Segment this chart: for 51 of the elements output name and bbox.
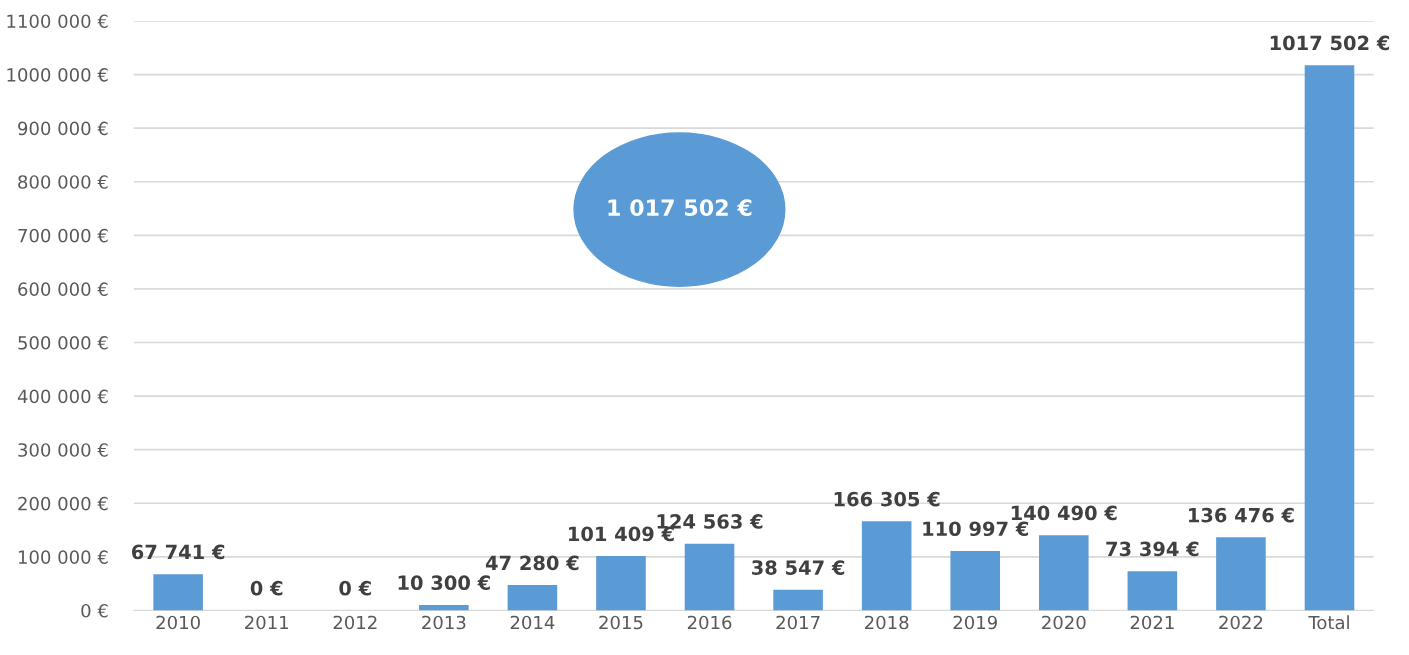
bar bbox=[861, 521, 912, 611]
bar bbox=[950, 550, 1001, 611]
bar bbox=[684, 543, 735, 611]
data-label: 140 490 € bbox=[1011, 505, 1117, 521]
bar bbox=[1304, 65, 1355, 611]
x-tick-label: 2017 bbox=[776, 615, 820, 630]
bar bbox=[1216, 537, 1266, 611]
bar bbox=[1127, 571, 1178, 611]
x-tick-label: 2013 bbox=[422, 615, 466, 630]
y-tick-label: 0 € bbox=[81, 603, 108, 618]
x-tick-label: 2015 bbox=[599, 615, 643, 630]
x-tick-label: 2010 bbox=[156, 615, 200, 630]
y-tick-label: 500 000 € bbox=[18, 335, 108, 350]
x-tick-label: 2022 bbox=[1219, 615, 1263, 630]
x-tick-label: 2021 bbox=[1130, 615, 1174, 630]
bar bbox=[153, 574, 203, 611]
x-tick-label: 2014 bbox=[510, 615, 555, 630]
data-label: 10 300 € bbox=[398, 575, 490, 591]
x-tick-label: 2018 bbox=[865, 615, 909, 630]
data-label: 47 280 € bbox=[485, 555, 579, 571]
y-tick-label: 100 000 € bbox=[18, 550, 108, 564]
x-tick-label: 2016 bbox=[687, 615, 732, 630]
y-tick-label: 300 000 € bbox=[18, 443, 108, 457]
data-label: 166 305 € bbox=[834, 491, 940, 507]
y-tick-label: 400 000 € bbox=[17, 389, 108, 404]
data-label: 73 394 € bbox=[1106, 541, 1199, 557]
x-tick-label: 2012 bbox=[333, 615, 377, 630]
x-tick-label: Total bbox=[1308, 615, 1349, 630]
data-label: 67 741 € bbox=[131, 544, 225, 560]
bar bbox=[507, 585, 558, 611]
y-tick-label: 200 000 € bbox=[18, 496, 108, 511]
x-tick-label: 2011 bbox=[245, 615, 289, 630]
data-label: 38 547 € bbox=[752, 560, 845, 575]
x-tick-label: 2020 bbox=[1042, 615, 1086, 630]
annotation: 1 017 502 € bbox=[608, 199, 752, 217]
data-label: 0 € bbox=[250, 580, 283, 596]
data-label: 136 476 € bbox=[1189, 507, 1294, 523]
y-tick-label: 700 000 € bbox=[18, 228, 108, 243]
y-tick-label: 1000 000 € bbox=[7, 68, 108, 82]
bar bbox=[596, 556, 646, 611]
y-tick-label: 600 000 € bbox=[18, 282, 108, 297]
bar bbox=[419, 604, 469, 611]
data-label: 0 € bbox=[339, 580, 371, 596]
y-tick-label: 900 000 € bbox=[18, 121, 108, 136]
data-label: 110 997 € bbox=[923, 521, 1029, 537]
bar bbox=[1039, 535, 1089, 611]
y-tick-label: 800 000 € bbox=[18, 175, 108, 189]
data-label: 1017 502 € bbox=[1270, 35, 1390, 51]
bar bbox=[773, 589, 823, 611]
y-tick-label: 1100 000 € bbox=[7, 14, 108, 29]
x-tick-label: 2019 bbox=[953, 615, 997, 630]
